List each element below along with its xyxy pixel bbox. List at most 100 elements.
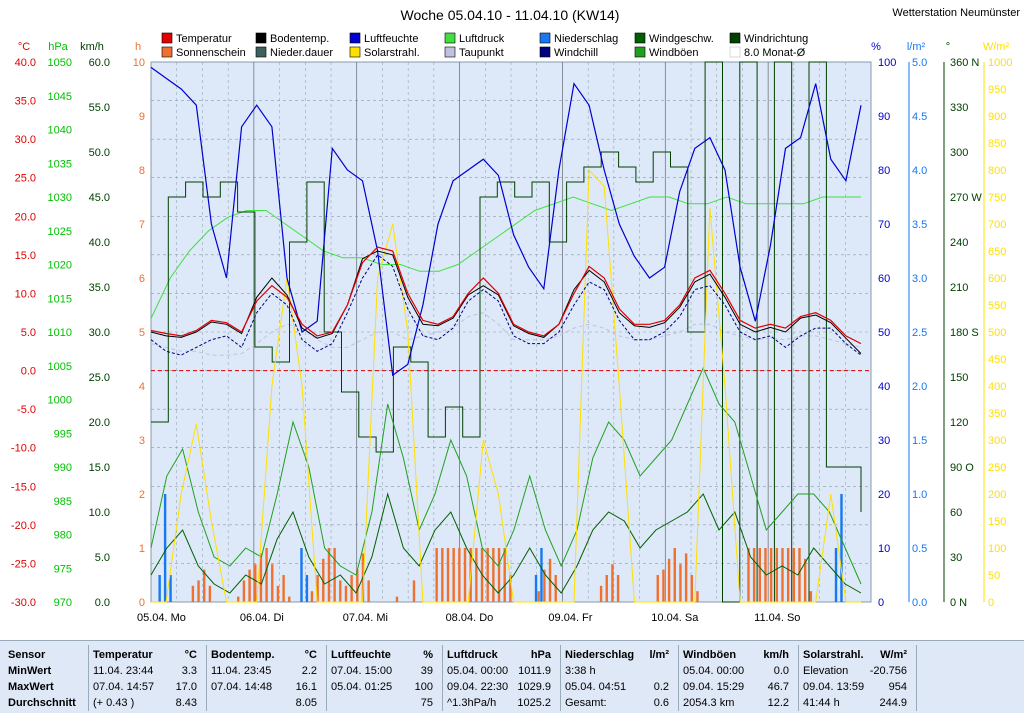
sunshine-bar <box>798 548 801 602</box>
rain-bar <box>163 494 167 602</box>
sunshine-bar <box>254 564 257 602</box>
axis-unit-solar: W/m² <box>983 41 1010 53</box>
axis-tick-solar: 0 <box>988 597 994 609</box>
sunshine-bar <box>265 548 268 602</box>
sunshine-bar <box>452 548 455 602</box>
axis-tick-sun: 6 <box>139 273 145 285</box>
axis-tick-dir: 30 <box>950 552 962 564</box>
legend-label: Niederschlag <box>554 33 618 45</box>
stats-row-luftfeuchte: 07.04. 15:00 39 <box>331 665 433 677</box>
stats-header-bodentemp: Bodentemp. °C <box>211 649 317 661</box>
stats-row-windboeen: 2054.3 km 12.2 <box>683 697 789 709</box>
axis-tick-temp: 25.0 <box>15 173 36 185</box>
axis-tick-hum: 50 <box>878 327 890 339</box>
sunshine-bar <box>463 548 467 602</box>
legend-swatch <box>349 46 361 58</box>
axis-labels: °C40.035.030.025.020.015.010.05.00.0-5.0… <box>11 41 1013 609</box>
axis-tick-sun: 2 <box>139 489 145 501</box>
bars <box>158 494 843 602</box>
axis-tick-press: 975 <box>54 563 72 575</box>
sunshine-bar <box>356 569 359 602</box>
sunshine-bar <box>509 575 512 602</box>
axis-tick-wind: 35.0 <box>89 282 110 294</box>
axis-tick-dir: 60 <box>950 507 962 519</box>
sunshine-bar <box>673 548 676 602</box>
axis-tick-sun: 1 <box>139 543 145 555</box>
sunshine-bar <box>543 569 546 602</box>
axis-tick-press: 1010 <box>48 327 72 339</box>
axis-tick-sun: 4 <box>139 381 145 393</box>
axis-tick-wind: 25.0 <box>89 372 110 384</box>
legend-label: Temperatur <box>176 33 232 45</box>
stats-col-temperatur: Temperatur °C 11.04. 23:44 3.3 07.04. 14:57 1… <box>88 645 203 711</box>
rain-bar <box>534 575 538 602</box>
legend-swatch <box>161 32 173 44</box>
sunshine-bar <box>775 548 779 602</box>
legend-label: Windrichtung <box>744 33 808 45</box>
stats-header-luftfeuchte: Luftfeuchte% <box>331 649 433 661</box>
axis-tick-sun: 10 <box>133 57 145 69</box>
sunshine-bar <box>191 585 195 602</box>
rain-bar <box>540 548 543 602</box>
sunshine-bar <box>310 591 314 602</box>
stats-row-luftfeuchte: 75 <box>420 697 433 709</box>
rain-bar <box>300 548 303 602</box>
sunshine-bar <box>616 575 620 602</box>
axis-tick-rain: 3.0 <box>912 273 927 285</box>
axis-unit-dir: ° <box>946 41 950 53</box>
axis-tick-solar: 400 <box>988 381 1006 393</box>
legend-label: Nieder.dauer <box>270 47 333 59</box>
axis-tick-solar: 350 <box>988 408 1006 420</box>
axis-tick-solar: 900 <box>988 111 1006 123</box>
axis-tick-solar: 200 <box>988 489 1006 501</box>
axis-tick-press: 1030 <box>48 192 72 204</box>
axis-tick-wind: 30.0 <box>89 327 110 339</box>
legend-swatch <box>161 46 173 58</box>
sunshine-bar <box>497 548 501 602</box>
sunshine-bar <box>503 548 506 602</box>
axis-tick-wind: 15.0 <box>89 462 110 474</box>
legend-label: Solarstrahl. <box>364 47 420 59</box>
sunshine-bar <box>667 558 671 602</box>
stats-row-luftdruck: 09.04. 22:30 1029.9 <box>447 681 551 693</box>
sunshine-bar <box>441 548 444 602</box>
legend-swatch <box>729 32 741 44</box>
axis-tick-sun: 7 <box>139 219 145 231</box>
axis-tick-press: 980 <box>54 530 72 542</box>
axis-tick-press: 1025 <box>48 226 72 238</box>
sunshine-bar <box>327 548 331 602</box>
stats-row-temperatur: 07.04. 14:57 17.0 <box>93 681 197 693</box>
axis-tick-hum: 80 <box>878 165 890 177</box>
sunshine-bar <box>339 580 342 602</box>
axis-tick-temp: -20.0 <box>11 520 36 532</box>
sunshine-bar <box>242 580 246 602</box>
stats-row-bodentemp: 8.05 <box>295 697 317 709</box>
axis-tick-temp: 10.0 <box>15 288 36 300</box>
legend-swatch <box>729 46 741 58</box>
stats-row-solar: Elevation -20.756 <box>803 665 907 677</box>
axis-tick-temp: -10.0 <box>11 443 36 455</box>
legend-swatch <box>255 46 267 58</box>
sunshine-bar <box>696 591 699 602</box>
axis-tick-press: 995 <box>54 428 72 440</box>
legend-label: Windchill <box>554 47 598 59</box>
axis-tick-solar: 550 <box>988 300 1006 312</box>
station-name: Wetterstation Neumünster <box>892 7 1020 19</box>
axis-tick-temp: 5.0 <box>21 327 36 339</box>
x-tick-label: 07.04. Mi <box>343 612 388 624</box>
sunshine-bar <box>203 569 206 602</box>
axis-tick-dir: 360 N <box>950 57 979 69</box>
sunshine-bar <box>492 548 495 602</box>
stats-header-niederschlag: Niederschlag l/m² <box>565 649 669 661</box>
axis-unit-hum: % <box>871 41 881 53</box>
sunshine-bar <box>333 548 336 602</box>
axis-unit-temp: °C <box>18 41 30 53</box>
axis-tick-wind: 20.0 <box>89 417 110 429</box>
stats-row-luftdruck: ^1.3hPa/h 1025.2 <box>447 697 551 709</box>
axis-tick-dir: 0 N <box>950 597 967 609</box>
stats-row-bodentemp: 11.04. 23:45 2.2 <box>211 665 317 677</box>
axis-tick-solar: 150 <box>988 516 1006 528</box>
x-tick-label: 08.04. Do <box>446 612 494 624</box>
sunshine-bar <box>611 564 614 602</box>
series-temperatur <box>150 246 862 345</box>
